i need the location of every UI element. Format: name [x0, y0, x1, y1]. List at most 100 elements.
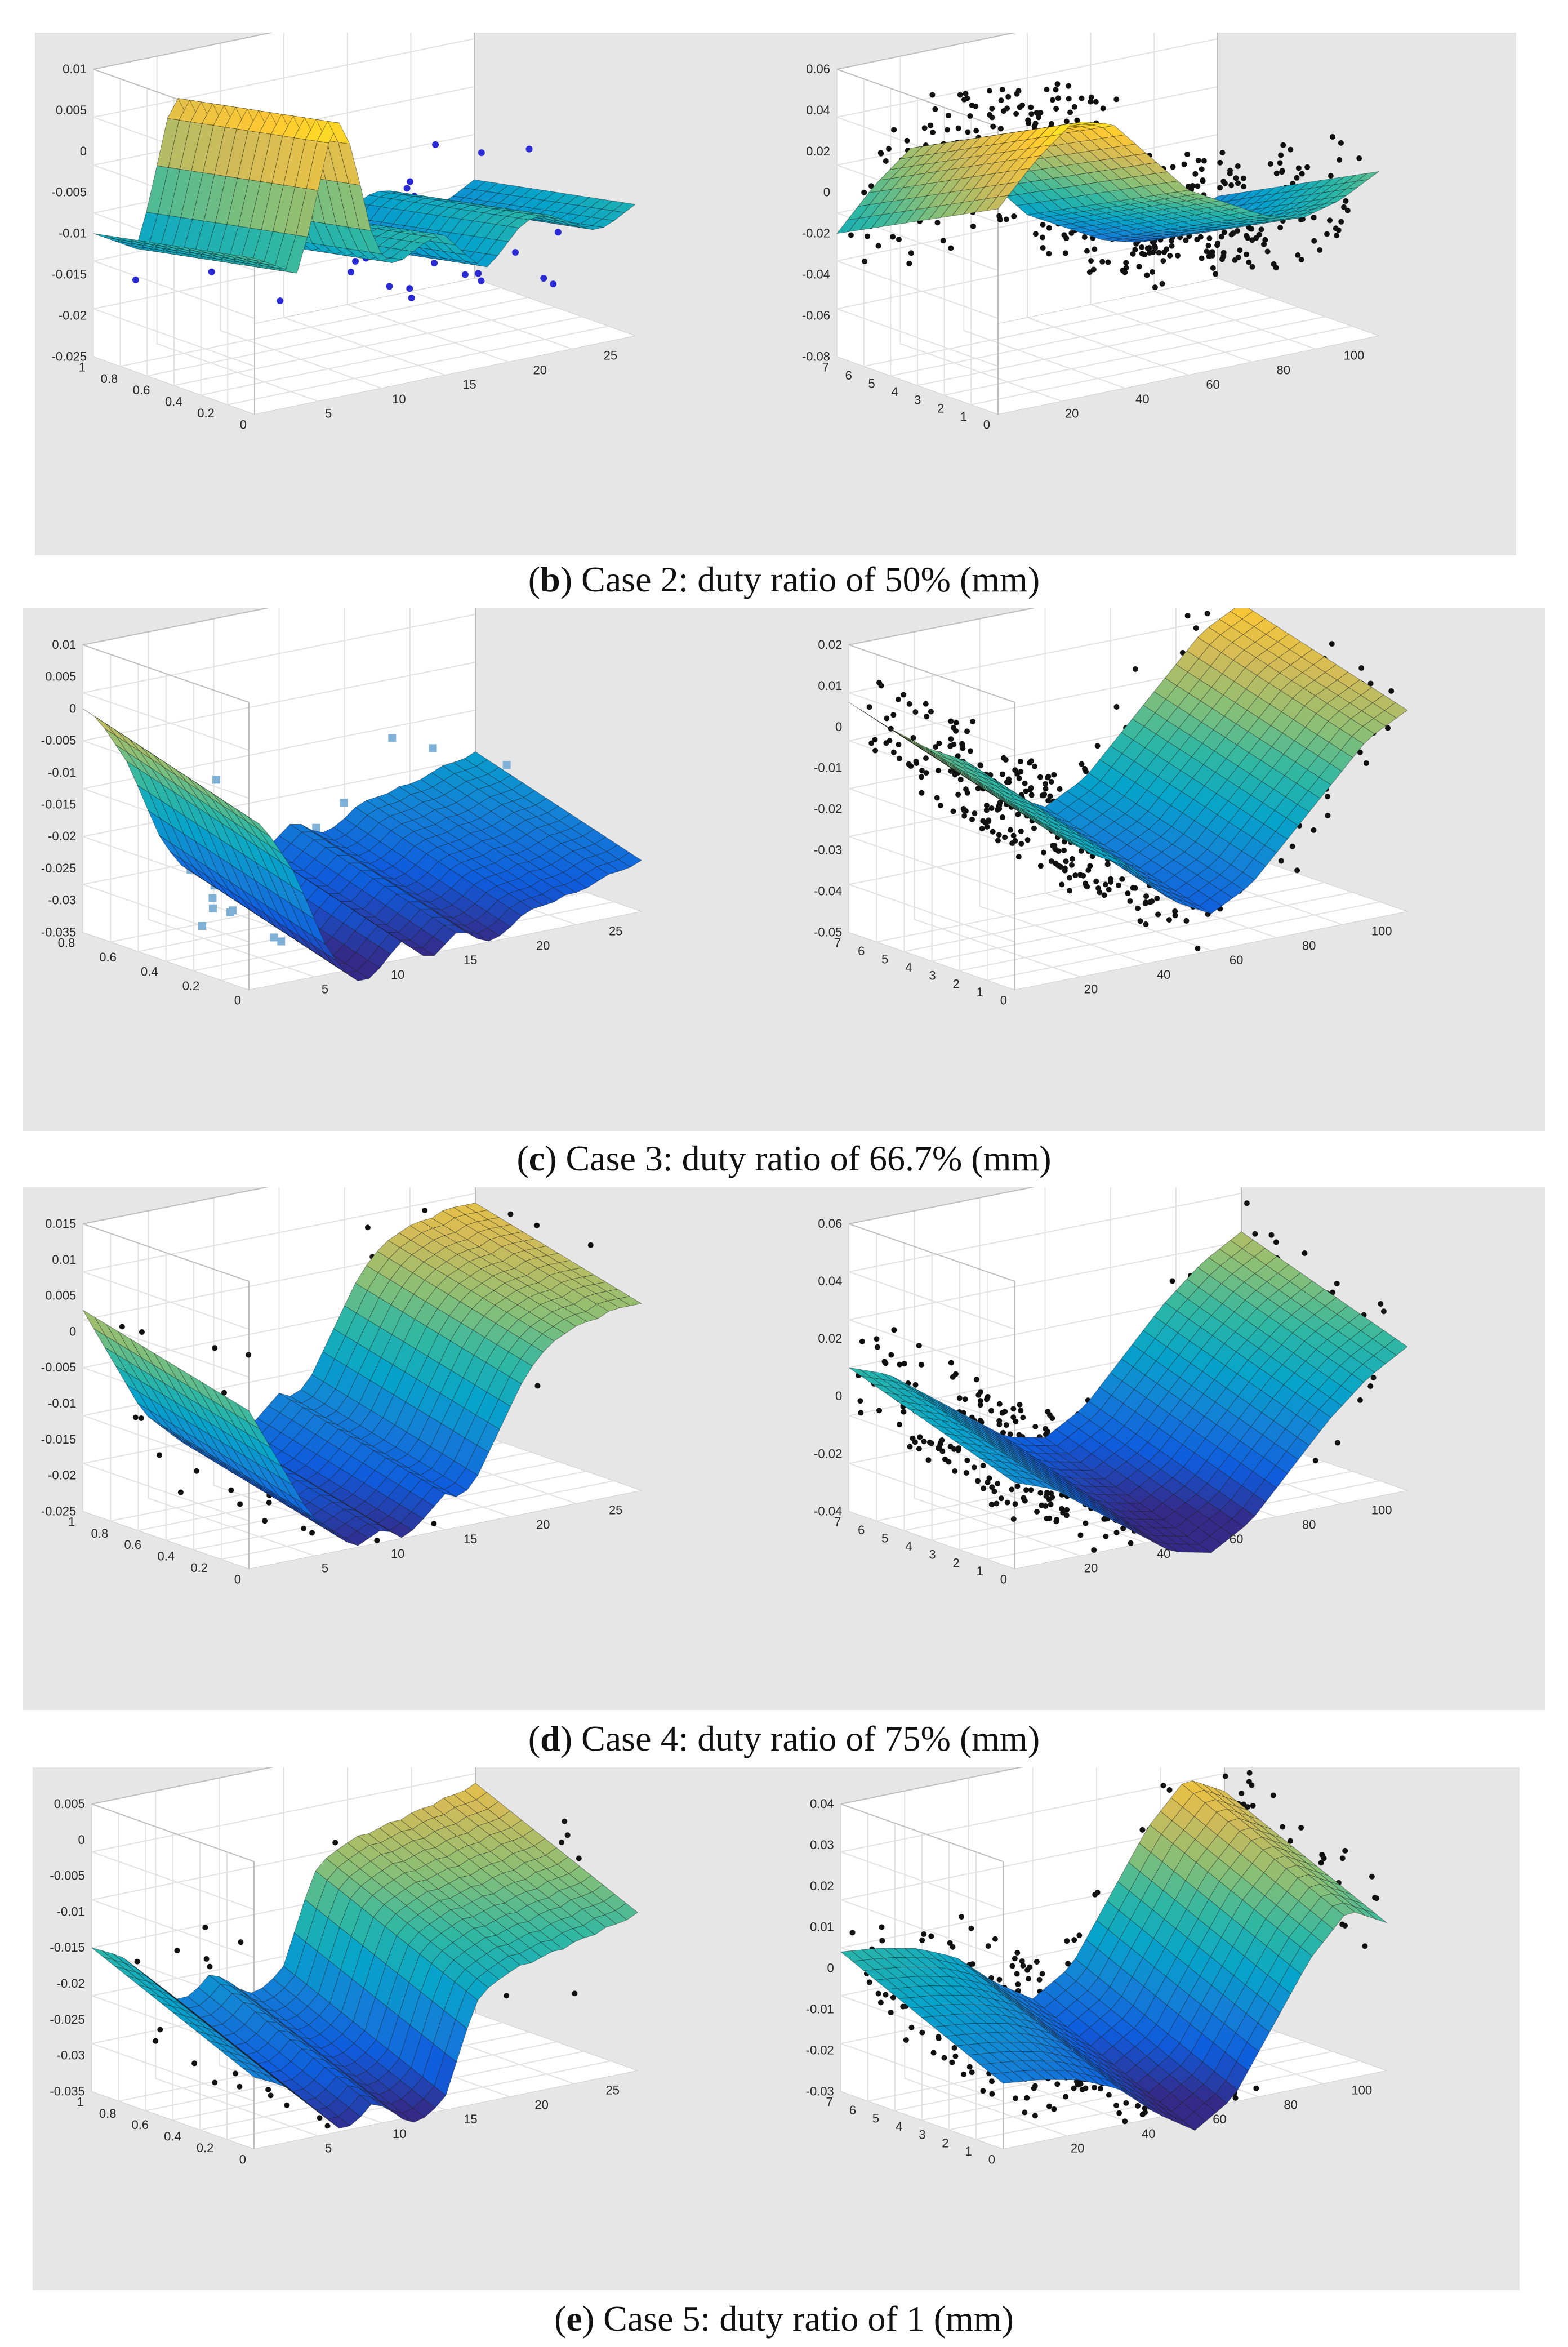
data-point: [1048, 858, 1054, 865]
data-point: [1136, 264, 1142, 270]
data-point: [957, 777, 964, 783]
data-point: [1195, 183, 1201, 189]
data-point: [1273, 265, 1279, 271]
y-tick-label: 1: [960, 409, 967, 424]
data-point: [1081, 765, 1088, 772]
data-point: [540, 275, 547, 282]
y-tick-label: 1: [79, 360, 86, 374]
data-point: [403, 185, 411, 192]
x-tick-label: 100: [1371, 924, 1392, 938]
data-point: [857, 1398, 863, 1404]
data-point: [998, 1495, 1004, 1502]
x-tick-label: 10: [391, 968, 404, 982]
data-point: [1020, 1414, 1026, 1420]
data-point: [963, 91, 969, 97]
data-point: [1100, 105, 1106, 112]
data-point: [1334, 1440, 1340, 1446]
data-point: [1113, 96, 1120, 103]
x-tick-label: 10: [391, 1547, 404, 1561]
data-point: [1220, 250, 1227, 256]
data-point: [876, 1408, 883, 1414]
data-point: [1005, 93, 1012, 100]
data-point: [1147, 899, 1153, 905]
data-point: [990, 829, 996, 835]
data-point: [1017, 759, 1023, 765]
data-point: [906, 701, 912, 707]
data-point: [1304, 164, 1311, 170]
data-point: [918, 1361, 924, 1368]
data-point: [1047, 793, 1053, 799]
data-point: [1221, 229, 1227, 235]
data-point: [1244, 1200, 1250, 1206]
data-point: [270, 933, 278, 942]
data-point: [1053, 1518, 1059, 1525]
data-point: [1268, 1232, 1275, 1238]
data-point: [890, 749, 897, 755]
z-tick-label: -0.01: [48, 1396, 76, 1410]
data-point: [973, 103, 979, 109]
data-point: [1164, 246, 1170, 252]
z-tick-label: -0.08: [802, 349, 830, 363]
data-point: [1067, 888, 1073, 894]
data-point: [1034, 1508, 1040, 1515]
data-point: [955, 753, 961, 759]
data-point: [996, 832, 1002, 838]
z-tick-label: 0.01: [818, 679, 842, 693]
data-point: [967, 113, 973, 119]
data-point: [1077, 1532, 1084, 1538]
z-tick-label: 0.06: [806, 62, 830, 76]
surface-patch: [1384, 702, 1408, 719]
surface-patch: [618, 852, 642, 868]
data-point: [1344, 207, 1351, 213]
grid-line: [847, 1240, 1242, 1378]
data-point: [945, 113, 951, 119]
data-point: [1009, 1486, 1015, 1493]
data-point: [1068, 862, 1075, 868]
data-point: [1334, 233, 1340, 239]
x-tick-label: 15: [464, 1532, 477, 1546]
z-tick-label: -0.02: [814, 802, 842, 816]
data-point: [848, 232, 854, 238]
data-point: [904, 137, 910, 144]
z-tick-label: -0.03: [48, 893, 76, 907]
data-point: [1113, 703, 1120, 710]
data-point: [1170, 164, 1176, 170]
z-tick-label: 0.02: [806, 144, 830, 158]
data-point: [939, 1448, 946, 1454]
data-point: [1010, 1414, 1017, 1420]
z-tick-label: -0.01: [48, 765, 76, 780]
data-point: [884, 715, 890, 722]
data-point: [921, 1439, 927, 1445]
grid-line: [1153, 33, 1316, 350]
x-tick-label: 25: [604, 349, 617, 363]
data-point: [948, 736, 954, 742]
data-point: [929, 92, 936, 98]
data-point: [1012, 1501, 1018, 1507]
data-point: [1043, 781, 1049, 787]
data-point: [1027, 760, 1033, 766]
data-point: [916, 1446, 922, 1452]
data-point: [352, 257, 359, 265]
data-point: [478, 277, 485, 284]
data-point: [919, 768, 925, 774]
data-point: [1246, 259, 1252, 265]
y-tick-label: 0: [240, 417, 247, 431]
data-point: [1080, 872, 1086, 879]
y-tick-label: 2: [937, 401, 944, 415]
data-point: [1295, 165, 1302, 171]
data-point: [1017, 1401, 1023, 1408]
data-point: [208, 894, 217, 902]
data-point: [1156, 250, 1162, 256]
data-point: [1079, 761, 1085, 767]
z-tick-label: 0: [835, 720, 842, 734]
data-point: [1278, 152, 1284, 158]
data-point: [977, 1397, 983, 1404]
z-tick-label: -0.02: [802, 226, 830, 241]
data-point: [996, 1401, 1003, 1407]
data-point: [1234, 228, 1240, 234]
data-point: [478, 149, 485, 157]
y-tick-label: 0: [234, 1572, 241, 1586]
data-point: [1018, 828, 1024, 834]
data-point: [940, 238, 946, 244]
data-point: [1106, 887, 1112, 893]
